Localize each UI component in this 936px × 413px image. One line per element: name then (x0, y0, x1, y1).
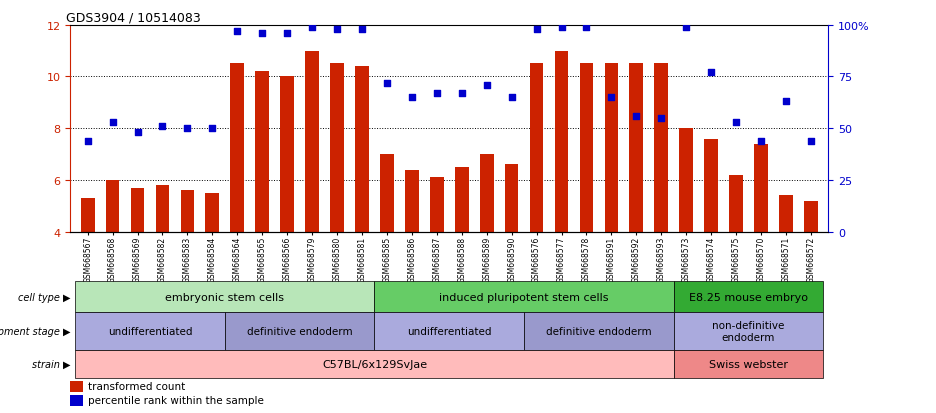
Point (180, 126, 195, 132)
Bar (155, 186, 169, 232)
Point (255, 31, 270, 37)
Point (779, 99, 794, 105)
Point (554, 24, 569, 31)
Bar (654, 64, 668, 232)
Bar (305, 52, 319, 232)
Point (80, 138, 95, 145)
Text: cell type ▶: cell type ▶ (18, 292, 70, 302)
Text: embryonic stem cells: embryonic stem cells (166, 292, 285, 302)
Point (704, 70, 719, 76)
Bar (405, 170, 418, 232)
Bar (230, 64, 244, 232)
Text: non-definitive
endoderm: non-definitive endoderm (712, 320, 784, 342)
Text: E8.25 mouse embryo: E8.25 mouse embryo (689, 292, 808, 302)
Point (505, 95, 519, 101)
Point (479, 82, 494, 89)
Bar (524, 313, 674, 350)
Bar (75, 313, 225, 350)
Bar (680, 129, 693, 232)
Text: C57BL/6x129SvJae: C57BL/6x129SvJae (322, 359, 427, 369)
Text: undifferentiated: undifferentiated (407, 326, 491, 336)
Bar (70, 381, 83, 392)
Text: percentile rank within the sample: percentile rank within the sample (88, 395, 264, 405)
Bar (380, 155, 394, 232)
Point (280, 31, 295, 37)
Bar (106, 180, 120, 232)
Bar (729, 176, 743, 232)
Point (329, 26, 344, 33)
Point (753, 138, 768, 145)
Point (629, 113, 644, 120)
Bar (704, 139, 718, 232)
Bar (225, 313, 374, 350)
Bar (80, 199, 95, 232)
Bar (206, 193, 219, 232)
Bar (280, 77, 294, 232)
Bar (804, 201, 818, 232)
Bar (530, 64, 544, 232)
Bar (579, 64, 593, 232)
Point (529, 26, 544, 33)
Bar (374, 282, 674, 313)
Text: development stage ▶: development stage ▶ (0, 326, 70, 336)
Point (579, 24, 594, 31)
Point (803, 138, 818, 145)
Point (728, 119, 743, 126)
Bar (355, 67, 369, 232)
Bar (330, 64, 344, 232)
Point (105, 119, 120, 126)
Point (304, 24, 319, 31)
Bar (430, 178, 444, 232)
Point (230, 28, 245, 35)
Text: definitive endoderm: definitive endoderm (546, 326, 651, 336)
Text: definitive endoderm: definitive endoderm (247, 326, 353, 336)
Point (604, 95, 619, 101)
Bar (630, 64, 643, 232)
Bar (555, 52, 568, 232)
Bar (131, 188, 144, 232)
Point (430, 90, 445, 97)
Bar (75, 350, 674, 378)
Bar (754, 145, 768, 232)
Point (205, 126, 220, 132)
Bar (256, 72, 269, 232)
Bar (455, 168, 469, 232)
Bar (605, 64, 619, 232)
Point (379, 80, 394, 87)
Bar (480, 155, 493, 232)
Text: transformed count: transformed count (88, 382, 185, 392)
Bar (75, 282, 374, 313)
Bar (674, 313, 824, 350)
Text: strain ▶: strain ▶ (32, 359, 70, 369)
Bar (181, 191, 195, 232)
Point (454, 90, 469, 97)
Point (679, 24, 694, 31)
Bar (70, 395, 83, 406)
Bar (374, 313, 524, 350)
Bar (674, 282, 824, 313)
Text: GDS3904 / 10514083: GDS3904 / 10514083 (66, 12, 201, 24)
Text: Swiss webster: Swiss webster (709, 359, 788, 369)
Point (355, 26, 370, 33)
Point (404, 95, 419, 101)
Text: undifferentiated: undifferentiated (108, 326, 192, 336)
Point (130, 130, 145, 136)
Point (653, 115, 668, 122)
Text: induced pluripotent stem cells: induced pluripotent stem cells (439, 292, 608, 302)
Bar (674, 350, 824, 378)
Point (155, 123, 170, 130)
Bar (779, 196, 793, 232)
Bar (505, 165, 519, 232)
